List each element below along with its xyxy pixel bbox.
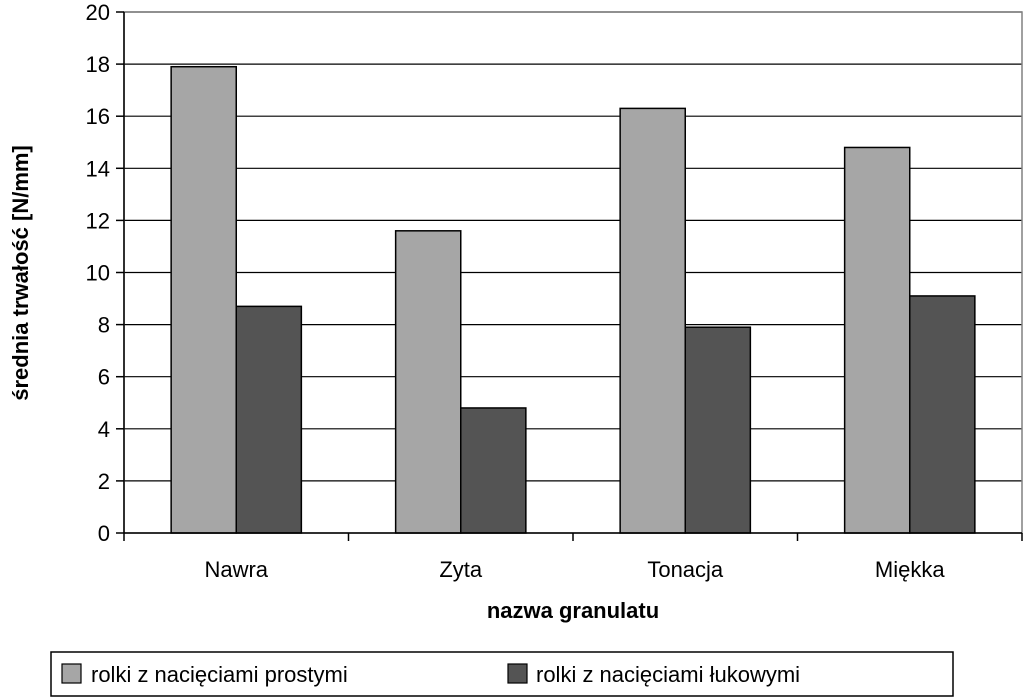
bars [170,65,976,534]
bar-zyta-series-1 [394,230,462,534]
bar-nawra-series-1 [170,65,238,534]
y-tick-label: 14 [86,156,110,181]
legend-swatch-series-1 [61,663,82,684]
bar-zyta-series-2 [460,407,527,534]
bar-miękka-series-1 [843,146,911,534]
y-tick-label: 8 [98,313,110,338]
y-tick-label: 16 [86,104,110,129]
x-category-label: Miękka [875,557,945,582]
bar-tonacja-series-2 [684,326,752,534]
y-tick-label: 0 [98,521,110,546]
legend-frame [50,651,954,697]
legend-label-series-2: rolki z nacięciami łukowymi [536,662,800,687]
legend: rolki z nacięciami prostymi rolki z naci… [50,651,954,697]
y-axis-ticks: 0 2 4 6 8 10 12 14 16 18 20 [86,0,124,546]
y-axis-title: średnia trwałość [N/mm] [8,145,33,401]
y-tick-label: 10 [86,261,110,286]
x-axis-categories: Nawra Zyta Tonacja Miękka [123,533,1023,582]
bar-miękka-series-2 [909,295,976,534]
legend-swatch-series-2 [507,663,528,684]
x-category-label: Tonacja [647,557,724,582]
y-tick-label: 20 [86,0,110,25]
y-tick-label: 6 [98,365,110,390]
y-tick-label: 12 [86,208,110,233]
bar-nawra-series-2 [235,305,303,534]
y-tick-label: 18 [86,52,110,77]
x-axis-title: nazwa granulatu [487,598,659,623]
y-tick-label: 4 [98,417,110,442]
y-tick-label: 2 [98,469,110,494]
x-category-label: Zyta [439,557,483,582]
legend-label-series-1: rolki z nacięciami prostymi [91,662,348,687]
x-category-label: Nawra [204,557,268,582]
bar-tonacja-series-1 [619,107,687,534]
